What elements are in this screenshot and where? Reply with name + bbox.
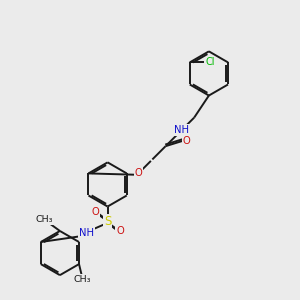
Text: O: O	[92, 207, 99, 218]
Text: O: O	[116, 226, 124, 236]
Text: O: O	[182, 136, 190, 146]
Text: CH₃: CH₃	[36, 215, 53, 224]
Text: CH₃: CH₃	[74, 275, 91, 284]
Text: S: S	[104, 215, 111, 228]
Text: O: O	[135, 168, 142, 178]
Text: NH: NH	[174, 125, 189, 135]
Text: Cl: Cl	[205, 57, 215, 68]
Text: NH: NH	[79, 228, 94, 238]
